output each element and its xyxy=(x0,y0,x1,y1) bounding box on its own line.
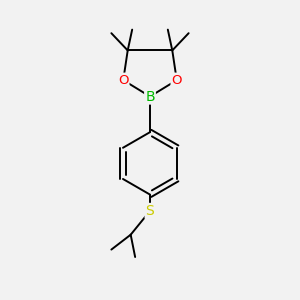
Text: B: B xyxy=(145,89,155,103)
Text: O: O xyxy=(118,74,128,87)
Text: S: S xyxy=(146,204,154,218)
Text: O: O xyxy=(172,74,182,87)
